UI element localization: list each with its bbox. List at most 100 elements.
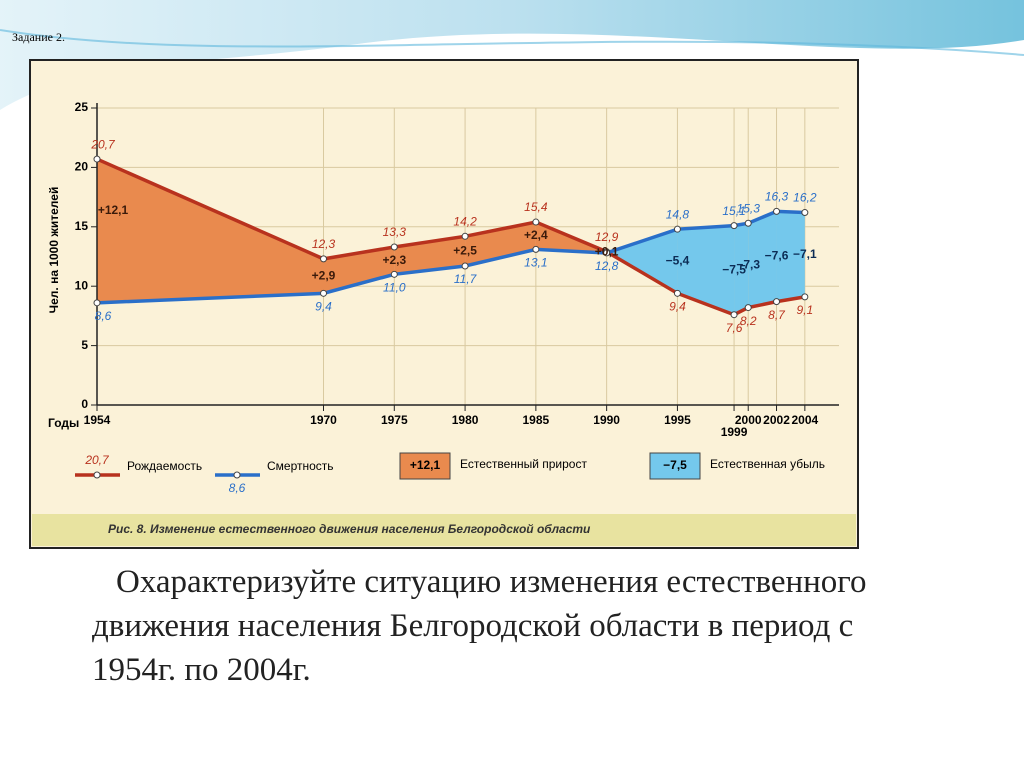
y-tick-label: 5	[81, 338, 88, 352]
decor-line	[0, 29, 1024, 56]
point	[93, 299, 101, 307]
value-label: 8,2	[740, 314, 757, 328]
caption: Рис. 8. Изменение естественного движения…	[108, 522, 591, 536]
point	[390, 243, 398, 251]
value-label: 15,3	[737, 201, 761, 215]
point	[532, 245, 540, 253]
area	[776, 211, 805, 302]
point	[801, 209, 809, 217]
value-label: 9,1	[796, 303, 813, 317]
value-label: 11,7	[454, 272, 478, 286]
x-axis-label: Годы	[48, 416, 79, 430]
point	[320, 289, 328, 297]
area	[748, 211, 777, 308]
point	[532, 218, 540, 226]
area	[677, 225, 735, 315]
x-tick-label: 1985	[523, 413, 550, 427]
point	[320, 255, 328, 263]
point	[801, 293, 809, 301]
value-label: 9,4	[669, 299, 686, 313]
point	[93, 155, 101, 163]
change-label: +2,9	[312, 268, 336, 282]
point	[744, 304, 752, 312]
legend-label: Естественный прирост	[460, 457, 587, 471]
point	[730, 311, 738, 319]
value-label: 20,7	[90, 137, 116, 151]
value-label: 7,6	[726, 321, 743, 335]
area	[97, 159, 324, 303]
x-tick-label: 1954	[84, 413, 111, 427]
x-tick-label: 2004	[791, 413, 818, 427]
decor-wave	[0, 0, 1024, 110]
value-label: 16,3	[765, 190, 789, 204]
point	[461, 232, 469, 240]
y-axis-label: Чел. на 1000 жителей	[47, 187, 61, 314]
change-label: +12,1	[98, 203, 129, 217]
y-tick-label: 20	[75, 160, 89, 174]
point	[673, 289, 681, 297]
value-label: 16,2	[793, 191, 817, 205]
change-label: +2,4	[524, 228, 548, 242]
legend-sample: 20,7	[84, 453, 110, 467]
value-label: 11,0	[383, 280, 406, 294]
point	[461, 262, 469, 270]
legend-sample: 8,6	[229, 481, 246, 495]
y-tick-label: 25	[75, 100, 89, 114]
x-tick-label: 2002	[763, 413, 790, 427]
value-label: 13,1	[524, 256, 547, 270]
value-label: 8,6	[95, 309, 112, 323]
legend-sample: −7,5	[663, 458, 687, 472]
value-label: 12,8	[595, 259, 619, 273]
change-label: −7,6	[765, 249, 789, 263]
point	[773, 298, 781, 306]
value-label: 12,9	[595, 230, 619, 244]
value-label: 14,8	[666, 207, 690, 221]
legend-box	[399, 452, 451, 480]
caption-band	[32, 514, 856, 546]
legend-box	[649, 452, 701, 480]
point	[673, 225, 681, 233]
area	[734, 223, 749, 315]
change-label: −5,4	[666, 253, 690, 267]
x-tick-label: 1970	[310, 413, 337, 427]
question: Охарактеризуйте ситуацию изменения естес…	[92, 564, 867, 688]
value-label: 13,3	[383, 225, 407, 239]
value-label: 14,2	[453, 214, 477, 228]
point	[390, 270, 398, 278]
change-label: +2,3	[382, 253, 406, 267]
point	[730, 222, 738, 230]
x-tick-label: 1975	[381, 413, 408, 427]
point	[773, 207, 781, 215]
change-label: −7,5	[722, 262, 746, 276]
y-tick-label: 10	[75, 278, 89, 292]
x-tick-label: 1990	[593, 413, 620, 427]
legend-dot	[93, 471, 101, 479]
x-tick-label: 1980	[452, 413, 479, 427]
value-label: 15,1	[722, 204, 745, 218]
point	[744, 219, 752, 227]
area	[607, 229, 678, 294]
change-label: −7,1	[793, 247, 817, 261]
value-label: 8,7	[768, 308, 786, 322]
y-tick-label: 0	[81, 397, 88, 411]
slide-label: Задание 2.	[12, 30, 65, 44]
legend-sample: +12,1	[410, 458, 441, 472]
value-label: 9,4	[315, 299, 332, 313]
point	[603, 249, 611, 257]
change-label: +0,1	[595, 245, 619, 259]
x-tick-label: 1995	[664, 413, 691, 427]
x-tick-label: 1999	[721, 425, 748, 439]
change-label: +2,5	[453, 243, 477, 257]
value-label: 12,3	[312, 237, 336, 251]
legend-label: Рождаемость	[127, 459, 202, 473]
legend-label: Естественная убыль	[710, 457, 825, 471]
legend-label: Смертность	[267, 459, 334, 473]
change-label: −7,3	[736, 258, 760, 272]
area	[323, 246, 395, 294]
y-tick-label: 15	[75, 219, 89, 233]
x-tick-label: 2000	[735, 413, 762, 427]
value-label: 15,4	[524, 200, 548, 214]
legend-dot	[233, 471, 241, 479]
